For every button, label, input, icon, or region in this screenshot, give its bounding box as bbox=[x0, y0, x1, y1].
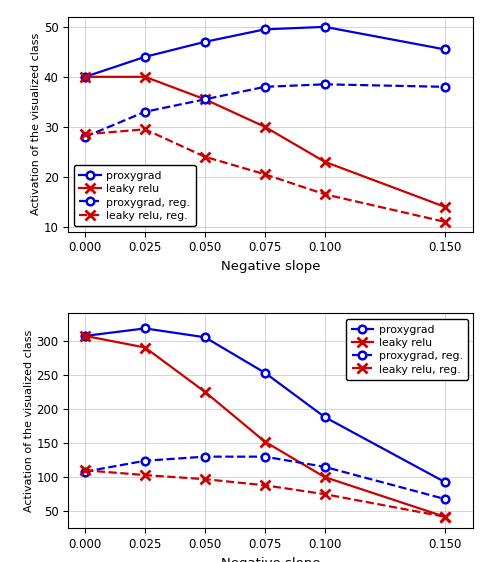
proxygrad bbox=[322, 24, 328, 30]
proxygrad, reg. bbox=[202, 454, 208, 460]
leaky relu bbox=[142, 344, 148, 351]
proxygrad bbox=[82, 333, 88, 339]
leaky relu bbox=[82, 333, 88, 339]
leaky relu, reg. bbox=[82, 131, 88, 138]
proxygrad bbox=[202, 334, 208, 341]
leaky relu bbox=[322, 158, 328, 165]
proxygrad bbox=[442, 46, 447, 53]
Line: proxygrad, reg.: proxygrad, reg. bbox=[81, 453, 448, 503]
leaky relu, reg. bbox=[202, 153, 208, 160]
proxygrad, reg. bbox=[262, 83, 268, 90]
proxygrad bbox=[142, 325, 148, 332]
Line: proxygrad: proxygrad bbox=[81, 325, 448, 486]
leaky relu bbox=[442, 513, 447, 520]
leaky relu bbox=[202, 96, 208, 103]
leaky relu bbox=[262, 438, 268, 445]
proxygrad, reg. bbox=[262, 454, 268, 460]
leaky relu, reg. bbox=[262, 482, 268, 489]
proxygrad bbox=[262, 369, 268, 376]
X-axis label: Negative slope: Negative slope bbox=[221, 260, 321, 273]
Line: leaky relu, reg.: leaky relu, reg. bbox=[80, 465, 449, 522]
proxygrad bbox=[442, 478, 447, 485]
X-axis label: Negative slope: Negative slope bbox=[221, 556, 321, 562]
proxygrad bbox=[262, 26, 268, 33]
proxygrad, reg. bbox=[142, 457, 148, 464]
leaky relu bbox=[82, 74, 88, 80]
proxygrad, reg. bbox=[442, 83, 447, 90]
leaky relu bbox=[442, 203, 447, 210]
leaky relu, reg. bbox=[82, 467, 88, 474]
leaky relu bbox=[142, 74, 148, 80]
proxygrad, reg. bbox=[82, 133, 88, 140]
Line: proxygrad, reg.: proxygrad, reg. bbox=[81, 80, 448, 140]
leaky relu, reg. bbox=[142, 126, 148, 133]
proxygrad, reg. bbox=[82, 468, 88, 475]
leaky relu, reg. bbox=[442, 219, 447, 225]
leaky relu bbox=[202, 388, 208, 395]
proxygrad bbox=[322, 414, 328, 420]
leaky relu bbox=[322, 474, 328, 481]
leaky relu, reg. bbox=[322, 191, 328, 198]
leaky relu, reg. bbox=[202, 476, 208, 483]
proxygrad, reg. bbox=[442, 496, 447, 502]
proxygrad bbox=[82, 74, 88, 80]
Line: leaky relu: leaky relu bbox=[80, 72, 449, 212]
proxygrad bbox=[142, 53, 148, 60]
Line: leaky relu: leaky relu bbox=[80, 331, 449, 522]
Y-axis label: Activation of the visualized class: Activation of the visualized class bbox=[23, 330, 34, 512]
Line: proxygrad: proxygrad bbox=[81, 23, 448, 80]
Line: leaky relu, reg.: leaky relu, reg. bbox=[80, 124, 449, 226]
leaky relu, reg. bbox=[142, 472, 148, 478]
leaky relu, reg. bbox=[262, 171, 268, 178]
proxygrad, reg. bbox=[142, 108, 148, 115]
Legend: proxygrad, leaky relu, proxygrad, reg., leaky relu, reg.: proxygrad, leaky relu, proxygrad, reg., … bbox=[346, 319, 468, 380]
proxygrad, reg. bbox=[202, 96, 208, 103]
Y-axis label: Activation of the visualized class: Activation of the visualized class bbox=[31, 33, 41, 215]
leaky relu, reg. bbox=[442, 513, 447, 520]
Legend: proxygrad, leaky relu, proxygrad, reg., leaky relu, reg.: proxygrad, leaky relu, proxygrad, reg., … bbox=[74, 165, 196, 226]
leaky relu, reg. bbox=[322, 491, 328, 497]
proxygrad, reg. bbox=[322, 81, 328, 88]
leaky relu bbox=[262, 124, 268, 130]
proxygrad, reg. bbox=[322, 464, 328, 470]
proxygrad bbox=[202, 38, 208, 45]
